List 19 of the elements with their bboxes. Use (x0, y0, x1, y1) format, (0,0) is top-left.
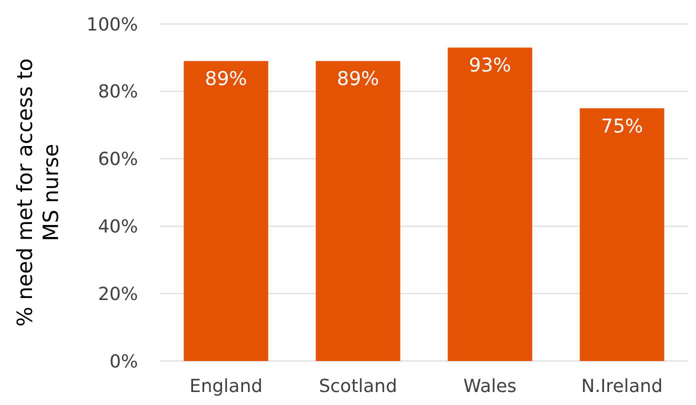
data-label: 89% (336, 68, 380, 90)
bar (448, 48, 532, 361)
y-tick-label: 0% (109, 351, 138, 372)
data-label: 93% (468, 54, 512, 77)
data-label: 75% (600, 115, 644, 138)
data-label: 89% (204, 68, 248, 90)
y-tick-label: 80% (98, 82, 138, 103)
y-tick-label: 60% (98, 149, 138, 170)
y-axis-title: % need met for access to MS nurse (13, 58, 63, 327)
x-tick-label: England (189, 376, 263, 397)
bar (184, 61, 268, 361)
x-tick-label: N.Ireland (581, 376, 663, 397)
x-tick-label: Scotland (318, 376, 398, 397)
bar (316, 61, 400, 361)
y-tick-label: 20% (98, 284, 138, 305)
y-tick-label: 40% (98, 216, 138, 238)
x-tick-label: Wales (463, 376, 517, 397)
bar (580, 108, 664, 361)
y-tick-label: 100% (86, 14, 138, 36)
